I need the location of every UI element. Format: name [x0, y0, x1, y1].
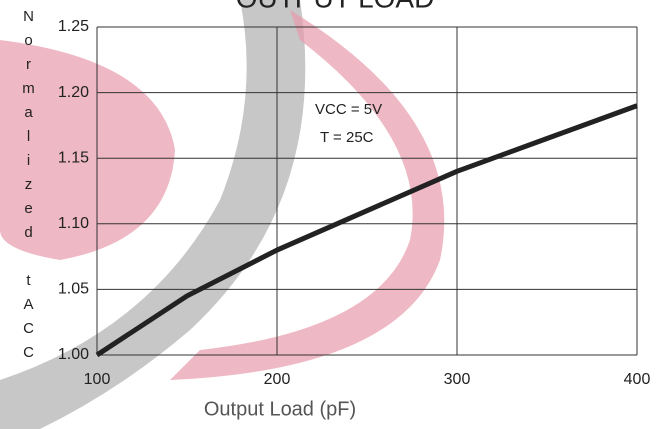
watermark [0, 0, 306, 429]
watermark [170, 10, 445, 380]
data-line [95, 103, 638, 358]
y-tick-label: 1.15 [58, 149, 89, 166]
x-tick-label: 400 [624, 371, 651, 388]
x-tick-label: 200 [264, 371, 291, 388]
annotation: T = 25C [320, 129, 374, 146]
x-axis-label: Output Load (pF) [204, 398, 356, 420]
y-axis-label: Normalized tACC [20, 8, 37, 368]
y-tick-label: 1.00 [58, 346, 89, 363]
y-tick-label: 1.20 [58, 84, 89, 101]
x-tick-label: 300 [444, 371, 471, 388]
y-tick-label: 1.05 [58, 281, 89, 298]
y-tick-label: 1.25 [58, 18, 89, 35]
chart-title: OUTPUT LOAD [236, 0, 435, 13]
y-tick-label: 1.10 [58, 215, 89, 232]
x-tick-label: 100 [84, 371, 111, 388]
annotation: VCC = 5V [315, 101, 382, 118]
watermark [0, 40, 175, 260]
